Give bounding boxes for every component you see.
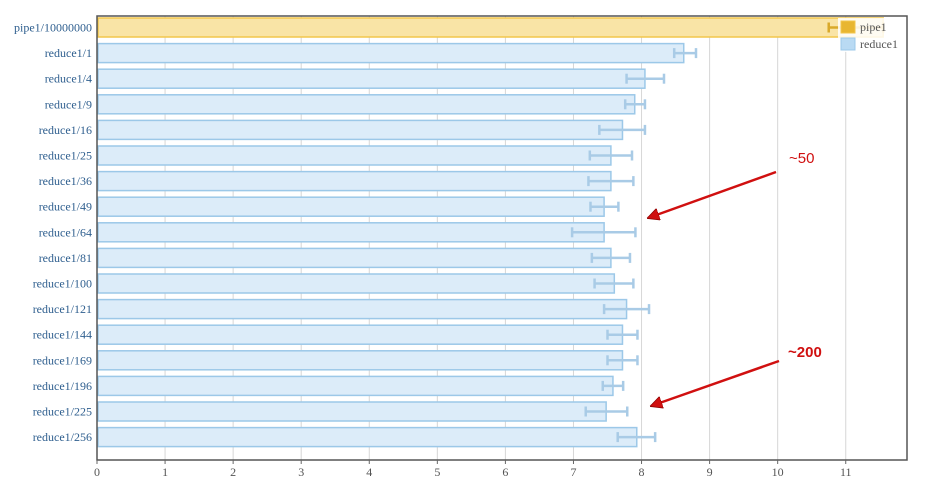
bar-reduce1-64 (97, 222, 605, 243)
category-label: reduce1/225 (33, 405, 92, 419)
bar-reduce1-81 (97, 247, 612, 269)
category-label: reduce1/81 (39, 251, 92, 265)
bar-reduce1-100 (97, 273, 616, 294)
category-label: reduce1/1 (45, 46, 92, 60)
x-tick-labels: 0 1 2 3 4 5 6 7 8 9 10 11 (94, 460, 852, 479)
category-label: reduce1/121 (33, 302, 92, 316)
x-tick-label: 2 (230, 465, 236, 479)
legend-swatch-reduce1 (840, 37, 856, 51)
bar-reduce1-4 (97, 68, 646, 89)
category-label: reduce1/100 (33, 277, 92, 291)
x-tick-label: 8 (639, 465, 645, 479)
bars (97, 17, 884, 448)
x-tick-label: 3 (298, 465, 304, 479)
annotation-label: ~200 (788, 344, 822, 361)
x-tick-label: 0 (94, 465, 100, 479)
x-tick-label: 7 (570, 465, 576, 479)
x-tick-label: 4 (366, 465, 372, 479)
bar-reduce1-25 (97, 145, 612, 166)
bar-pipe1-10000000 (97, 17, 884, 38)
category-label: reduce1/4 (45, 72, 92, 86)
bar-reduce1-49 (97, 196, 605, 217)
axes (96, 15, 908, 461)
bar-reduce1-225 (97, 401, 607, 422)
category-label: pipe1/10000000 (14, 21, 92, 35)
bar-reduce1-1 (97, 42, 685, 64)
category-label: reduce1/64 (39, 225, 92, 239)
legend: pipe1 reduce1 (838, 18, 904, 52)
category-label: reduce1/49 (39, 200, 92, 214)
bar-reduce1-196 (97, 375, 614, 397)
legend-swatch-pipe1 (840, 20, 856, 34)
category-label: reduce1/36 (39, 174, 92, 188)
bar-reduce1-144 (97, 324, 624, 345)
category-label: reduce1/196 (33, 379, 92, 393)
category-label: reduce1/144 (33, 328, 92, 342)
annotation-label: ~50 (789, 150, 814, 167)
plot-frame (96, 15, 908, 461)
bar-reduce1-9 (97, 94, 636, 115)
legend-label-reduce1: reduce1 (860, 37, 898, 51)
bar-reduce1-256 (97, 426, 638, 448)
category-label: reduce1/169 (33, 353, 92, 367)
error-bars (570, 22, 885, 443)
category-label: reduce1/256 (33, 430, 92, 444)
bar-reduce1-36 (97, 170, 612, 192)
x-tick-label: 1 (162, 465, 168, 479)
x-tick-label: 9 (707, 465, 713, 479)
legend-label-pipe1: pipe1 (860, 20, 887, 34)
bar-reduce1-16 (97, 119, 624, 141)
annotation-arrow (651, 359, 780, 406)
bar-reduce1-121 (97, 298, 628, 320)
bar-reduce1-169 (97, 350, 624, 371)
x-tick-label: 11 (840, 465, 852, 479)
annotations: ~50 ~200 (648, 150, 822, 406)
annotation-arrow (648, 170, 777, 218)
category-labels: pipe1/10000000 reduce1/1 reduce1/4 reduce1/… (14, 21, 92, 445)
x-tick-label: 5 (434, 465, 440, 479)
category-label: reduce1/9 (45, 97, 92, 111)
x-tick-label: 6 (502, 465, 508, 479)
category-label: reduce1/16 (39, 123, 92, 137)
x-tick-label: 10 (772, 465, 784, 479)
category-label: reduce1/25 (39, 149, 92, 163)
